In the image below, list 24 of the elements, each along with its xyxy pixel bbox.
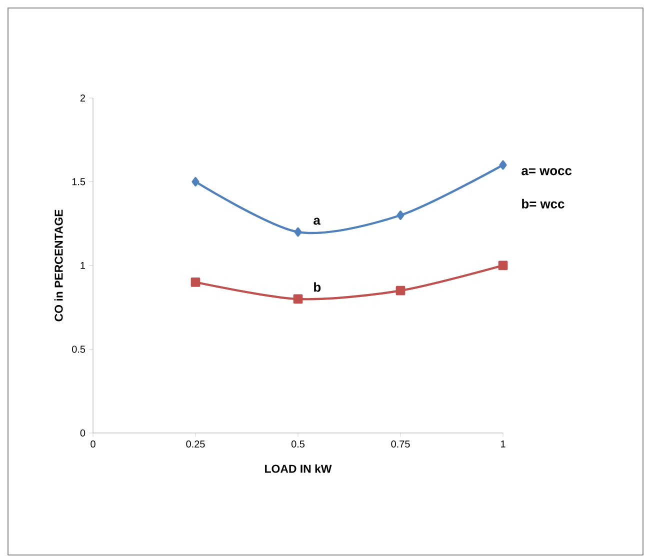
point — [294, 227, 302, 237]
x-axis-title: LOAD IN kW — [265, 464, 332, 473]
series-label: b — [314, 282, 321, 292]
y-tick-label: 0.5 — [72, 346, 86, 353]
text: a= wocc — [522, 168, 572, 176]
x-tick-label: 0.75 — [391, 440, 410, 448]
point — [498, 260, 508, 270]
x-tick-label: 0.25 — [186, 440, 205, 448]
x-tick-label: 0 — [90, 440, 96, 448]
y-axis-title: CO in PERCENTAGE — [54, 210, 63, 322]
y-tick-label: 1 — [80, 262, 86, 269]
point — [396, 286, 406, 296]
y-tick-label: 2 — [80, 94, 85, 102]
point — [499, 160, 507, 170]
point — [192, 177, 200, 186]
point — [293, 294, 303, 304]
text: b= wcc — [522, 198, 564, 208]
y-tick-label: 1.5 — [72, 178, 86, 186]
x-tick-label: 0.5 — [291, 440, 305, 448]
series-label: a — [314, 218, 320, 225]
x-tick-label: 1 — [501, 440, 506, 448]
point — [396, 210, 404, 220]
point — [190, 278, 200, 287]
y-tick-label: 0 — [80, 429, 86, 437]
